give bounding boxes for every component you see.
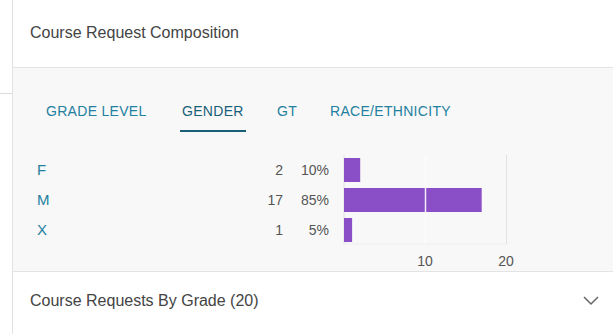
tab[interactable]: GENDER (182, 103, 244, 119)
bar (344, 188, 482, 212)
tick-label: 10 (417, 253, 433, 269)
percent-label: 85% (301, 192, 329, 208)
footer-title[interactable]: Course Requests By Grade (20) (30, 292, 259, 310)
bar (344, 218, 352, 242)
page: Course Request Composition GRADE LEVEL GEN… (0, 0, 613, 334)
tab[interactable]: RACE/ETHNICITY (330, 103, 451, 119)
chart: 10 20 F 2 10% M 17 85% X 1 5% (0, 0, 613, 334)
panel-title: Course Request Composition (30, 24, 239, 42)
grid-line-over (425, 155, 427, 244)
count-label: 17 (267, 192, 283, 208)
side-line (0, 93, 12, 94)
grid-line (425, 155, 426, 244)
bars (344, 155, 506, 244)
chevron-path (584, 297, 598, 304)
count-label: 2 (275, 162, 283, 178)
percent-label: 10% (301, 162, 329, 178)
count-label: 1 (275, 222, 283, 238)
chevron[interactable] (583, 296, 599, 306)
category-label: M (37, 191, 50, 208)
tab[interactable]: GRADE LEVEL (46, 103, 147, 119)
category-label: X (37, 221, 47, 238)
tick-label: 20 (498, 253, 514, 269)
category-label: F (37, 161, 46, 178)
tab-underline (180, 130, 246, 132)
grid-line-over (506, 155, 507, 244)
grid-line (506, 155, 507, 244)
percent-label: 5% (309, 222, 329, 238)
bar (344, 158, 360, 182)
tab[interactable]: GT (277, 103, 297, 119)
